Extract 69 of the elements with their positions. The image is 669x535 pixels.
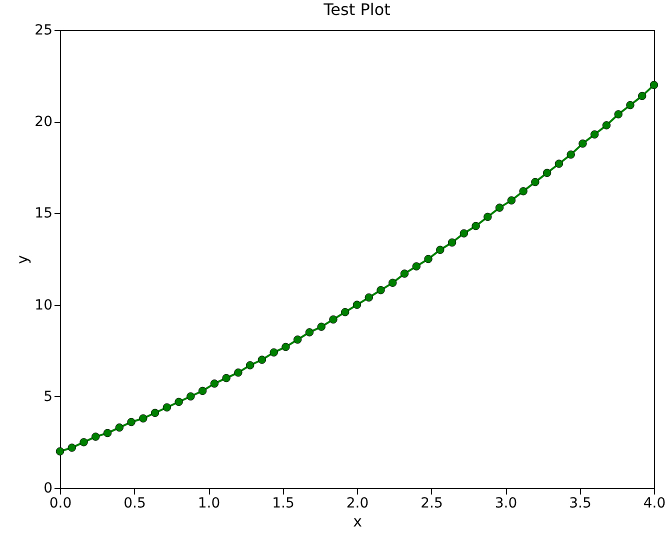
point <box>234 368 242 377</box>
chart-title: Test Plot <box>322 0 390 19</box>
x-tick-label: 2.5 <box>420 496 443 512</box>
point <box>293 335 302 344</box>
x-tick-label: 3.5 <box>569 496 592 512</box>
point <box>388 278 397 287</box>
point <box>436 246 444 254</box>
point <box>340 308 350 316</box>
point <box>198 386 207 396</box>
point <box>80 438 88 446</box>
point <box>162 403 172 412</box>
point <box>460 229 468 238</box>
point <box>400 270 409 278</box>
x-tick-label: 3.0 <box>494 496 518 512</box>
point <box>305 328 314 336</box>
x-tick-label: 1.5 <box>272 496 294 512</box>
point <box>150 408 160 418</box>
point <box>376 286 385 294</box>
point <box>495 204 504 212</box>
point <box>92 432 100 441</box>
point <box>424 254 432 264</box>
point <box>258 356 266 364</box>
x-tick-label: 0.0 <box>49 496 72 512</box>
point <box>270 348 278 357</box>
point <box>448 238 456 247</box>
point <box>484 212 492 221</box>
y-tick-label: 5 <box>44 388 52 405</box>
point <box>412 262 421 270</box>
y-axis-title: y <box>14 254 32 264</box>
point <box>103 428 112 438</box>
point <box>352 300 362 309</box>
point <box>329 315 338 324</box>
point <box>472 222 480 230</box>
y-tick-label: 25 <box>34 22 52 38</box>
x-tick-label: 0.5 <box>124 496 146 512</box>
point <box>115 423 124 432</box>
point <box>650 80 658 90</box>
point <box>68 444 76 452</box>
point <box>282 342 290 352</box>
point <box>317 322 326 331</box>
y-tick-label: 10 <box>34 297 52 314</box>
point <box>554 160 564 168</box>
point <box>614 110 622 118</box>
x-tick-label: 4.0 <box>643 496 666 512</box>
x-axis-title: x <box>353 512 362 530</box>
x-tick-label: 1.0 <box>198 496 220 512</box>
point <box>519 187 528 196</box>
point <box>56 447 64 456</box>
point <box>139 414 148 422</box>
x-tick-label: 2.0 <box>346 496 369 512</box>
y-tick-label: 15 <box>34 206 52 222</box>
point <box>222 374 230 382</box>
point <box>364 293 374 302</box>
point <box>531 178 540 186</box>
point <box>186 392 195 401</box>
point <box>127 418 136 426</box>
y-tick-label: 20 <box>34 114 52 130</box>
point <box>174 398 183 406</box>
point <box>542 168 552 178</box>
point <box>507 196 516 204</box>
point <box>246 361 254 370</box>
point <box>638 92 646 100</box>
point <box>210 379 219 388</box>
y-tick-label: 0 <box>44 480 52 496</box>
point <box>626 100 634 110</box>
point <box>566 150 575 159</box>
point <box>578 139 587 148</box>
point <box>590 130 599 139</box>
point <box>602 121 611 130</box>
